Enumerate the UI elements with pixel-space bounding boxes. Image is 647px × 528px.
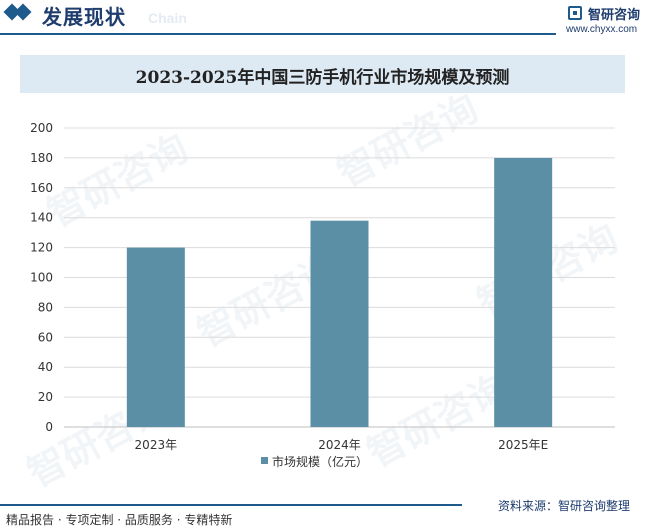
header-divider (0, 33, 556, 35)
y-tick-label: 80 (38, 300, 53, 314)
x-tick-label: 2025年E (498, 438, 548, 452)
y-tick-label: 180 (30, 151, 53, 165)
y-tick-label: 120 (30, 241, 53, 255)
brand-name: 智研咨询 (588, 8, 641, 23)
bar (126, 247, 185, 427)
y-tick-label: 20 (38, 390, 53, 404)
x-tick-label: 2023年 (135, 438, 178, 452)
section-subtitle: Chain (148, 10, 187, 26)
x-tick-label: 2024年 (318, 438, 361, 452)
y-tick-label: 100 (30, 271, 53, 285)
y-tick-label: 160 (30, 181, 53, 195)
footer-tagline: 精品报告 · 专项定制 · 品质服务 · 专精特新 (6, 513, 233, 527)
bar-chart: 0 20 40 60 80 100 120 140 160 180 200 2023年 2024年 202… (30, 121, 615, 469)
footer-divider (0, 504, 462, 506)
legend-label: 市场规模（亿元） (272, 454, 368, 469)
data-source: 资料来源：智研咨询整理 (498, 499, 631, 513)
y-tick-label: 0 (45, 420, 53, 434)
y-tick-label: 200 (30, 121, 53, 135)
section-title: 发展现状 (42, 5, 126, 29)
chart-title: 2023-2025年中国三防手机行业市场规模及预测 (135, 68, 510, 88)
bar (494, 157, 553, 427)
y-tick-label: 140 (30, 211, 53, 225)
y-tick-label: 40 (38, 360, 53, 374)
legend-swatch (261, 457, 268, 464)
bar (310, 220, 369, 427)
brand-logo-icon (568, 6, 582, 20)
brand-url: www.chyxx.com (566, 24, 638, 35)
section-header: 发展现状 Chain 智研咨询 www.chyxx.com (0, 0, 647, 36)
chart-title-band: 2023-2025年中国三防手机行业市场规模及预测 (20, 55, 625, 93)
y-tick-label: 60 (38, 330, 53, 344)
